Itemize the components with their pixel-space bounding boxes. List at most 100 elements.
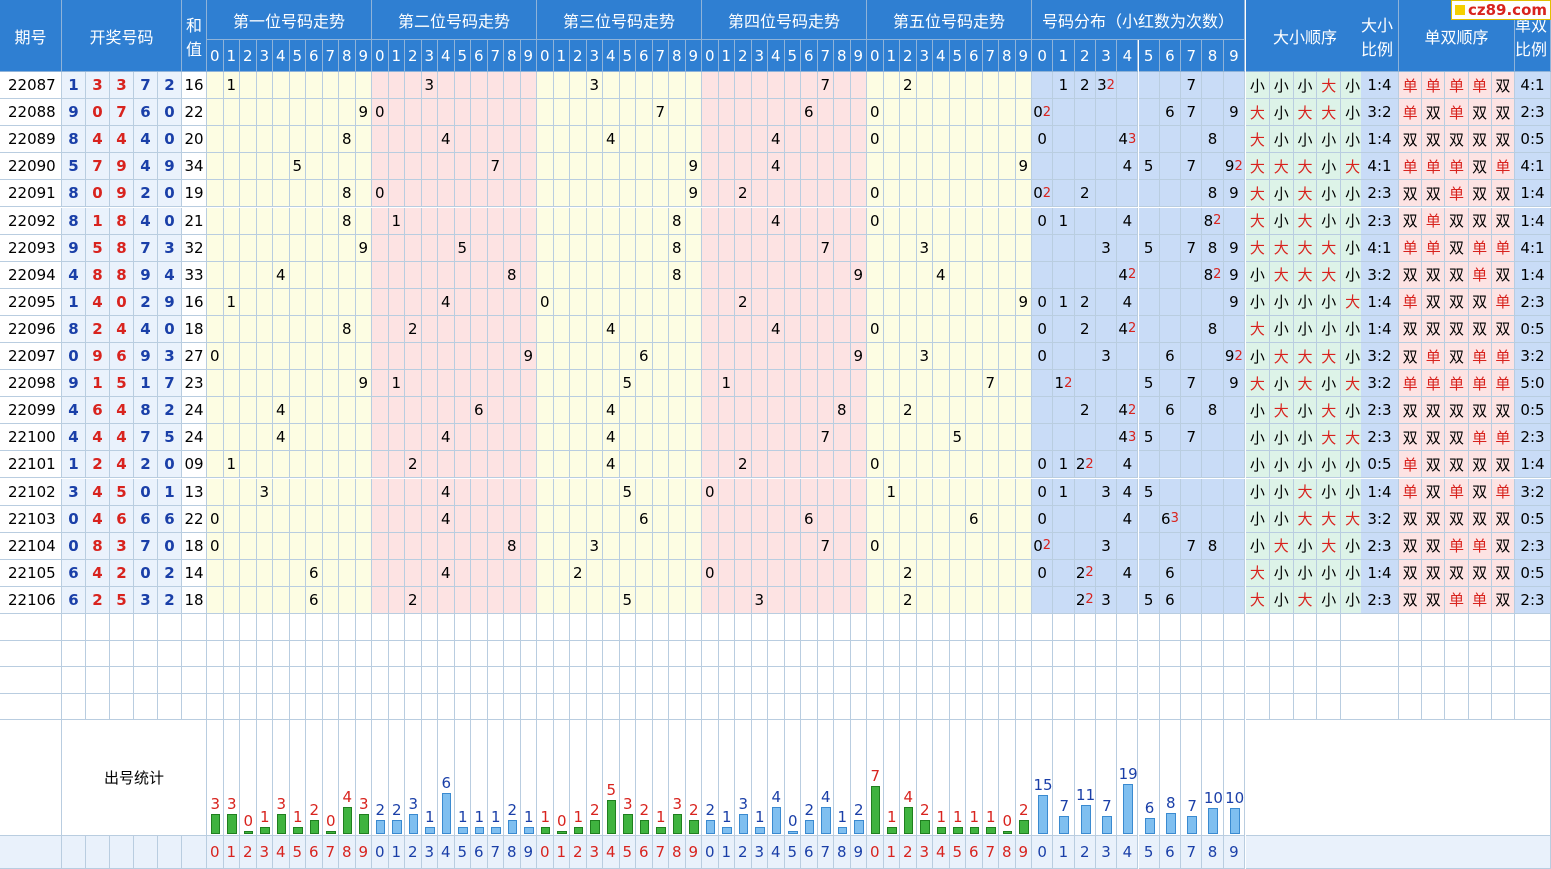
empty-cell <box>421 640 438 667</box>
empty-cell <box>487 693 504 720</box>
pos5-trend-cell <box>999 343 1016 371</box>
pos2-trend-cell <box>520 532 537 560</box>
pos4-count-value: 2 <box>804 801 815 820</box>
pos5-trend-cell <box>966 370 983 398</box>
empty-cell <box>388 640 405 667</box>
pos1-trend-cell: 3 <box>256 478 273 506</box>
pos5-trend-cell <box>982 424 999 452</box>
empty-cell <box>86 693 110 720</box>
pos4-count-value: 2 <box>705 801 716 820</box>
pos3-trend-cell <box>537 451 554 479</box>
pos5-trend-cell <box>982 315 999 343</box>
dist-cell <box>1159 288 1182 316</box>
dist-cell <box>1181 397 1203 425</box>
oe-mark: 双 <box>1445 288 1469 316</box>
pos3-footer-digit: 3 <box>586 836 603 869</box>
oe-mark: 双 <box>1445 207 1469 235</box>
empty-cell <box>240 693 257 720</box>
draw-digit: 9 <box>158 153 182 181</box>
pos1-trend-cell: 6 <box>306 586 323 614</box>
empty-cell <box>504 614 521 641</box>
pos2-trend-cell <box>454 451 471 479</box>
pos1-trend-cell <box>240 532 257 560</box>
pos3-trend-cell <box>603 288 620 316</box>
footer-blank <box>0 836 62 869</box>
empty-cell <box>735 693 752 720</box>
dist-cell <box>1095 424 1118 452</box>
pos4-trend-cell <box>817 397 834 425</box>
oe-mark: 单 <box>1445 370 1469 398</box>
site-logo[interactable]: cz89.com <box>1451 0 1551 20</box>
empty-cell <box>1117 614 1139 641</box>
pos4-footer-digit: 4 <box>768 836 785 869</box>
pos2-trend-cell <box>421 180 438 208</box>
pos3-trend-cell <box>586 424 603 452</box>
empty-cell <box>0 667 62 694</box>
bs-mark: 小 <box>1246 451 1270 479</box>
empty-cell <box>1269 614 1294 641</box>
oe-mark: 单 <box>1491 370 1515 398</box>
pos2-trend-cell <box>438 207 455 235</box>
empty-cell <box>1032 640 1054 667</box>
pos2-trend-cell <box>388 451 405 479</box>
pos1-trend-cell <box>273 315 290 343</box>
pos2-trend-cell <box>471 207 488 235</box>
bs-mark: 大 <box>1269 261 1294 289</box>
pos1-count-value: 3 <box>226 794 237 813</box>
pos1-trend-cell <box>223 126 240 154</box>
pos4-trend-cell <box>834 478 851 506</box>
dist-cell: 7 <box>1181 153 1203 181</box>
pos2-footer-digit: 6 <box>471 836 488 869</box>
pos1-trend-cell: 4 <box>273 424 290 452</box>
pos4-count-bar <box>837 827 847 834</box>
pos5-trend-cell <box>966 180 983 208</box>
bs-ratio: 3:2 <box>1361 343 1399 371</box>
draw-digit: 2 <box>158 397 182 425</box>
pos4-trend-cell <box>751 370 768 398</box>
pos2-trend-cell <box>438 586 455 614</box>
bs-mark: 大 <box>1269 397 1294 425</box>
draw-digit: 4 <box>86 559 110 587</box>
pos1-trend-cell <box>355 207 372 235</box>
dist-cell: 4 <box>1117 288 1139 316</box>
pos5-trend-cell <box>867 72 884 100</box>
pos5-trend-cell <box>933 343 950 371</box>
pos5-trend-cell <box>982 505 999 533</box>
pos1-trend-cell <box>306 343 323 371</box>
pos2-trend-cell <box>504 586 521 614</box>
pos3-trend-cell <box>636 451 653 479</box>
pos5-trend-cell <box>982 478 999 506</box>
pos2-trend-cell <box>388 153 405 181</box>
pos3-trend-cell <box>652 315 669 343</box>
pos5-trend-cell <box>916 478 933 506</box>
draw-digit: 3 <box>110 72 134 100</box>
dist-cell <box>1159 451 1182 479</box>
pos5-footer-digit: 6 <box>966 836 983 869</box>
pos3-trend-cell <box>537 180 554 208</box>
pos1-trend-cell <box>240 343 257 371</box>
pos4-trend-cell <box>702 72 719 100</box>
empty-cell <box>751 640 768 667</box>
pos3-trend-cell <box>603 180 620 208</box>
pos2-trend-cell <box>504 126 521 154</box>
empty-cell <box>1181 667 1203 694</box>
pos4-trend-cell <box>850 207 867 235</box>
pos5-trend-cell: 0 <box>867 126 884 154</box>
empty-cell <box>850 693 867 720</box>
empty-cell <box>454 693 471 720</box>
pos3-trend-cell <box>636 559 653 587</box>
pos3-trend-cell <box>669 559 686 587</box>
draw-digit: 8 <box>86 261 110 289</box>
empty-cell <box>586 693 603 720</box>
draw-digit: 6 <box>62 559 86 587</box>
pos2-trend-cell <box>504 451 521 479</box>
empty-cell <box>570 693 587 720</box>
bs-mark: 大 <box>1317 532 1342 560</box>
oe-mark: 单 <box>1422 234 1446 262</box>
bs-mark: 小 <box>1317 207 1342 235</box>
pos3-trend-cell <box>537 424 554 452</box>
pos2-trend-cell <box>520 370 537 398</box>
pos4-trend-cell <box>735 424 752 452</box>
dist-cell <box>1117 72 1139 100</box>
pos2-count-value: 3 <box>408 794 419 813</box>
